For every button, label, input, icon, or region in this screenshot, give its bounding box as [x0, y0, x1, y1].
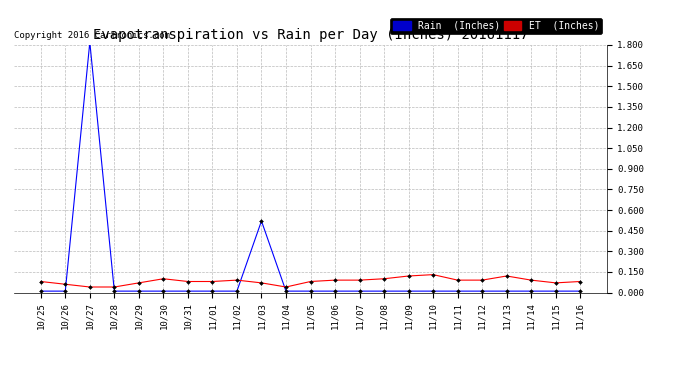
Legend: Rain  (Inches), ET  (Inches): Rain (Inches), ET (Inches) — [391, 18, 602, 33]
Title: Evapotranspiration vs Rain per Day (Inches) 20161117: Evapotranspiration vs Rain per Day (Inch… — [92, 28, 529, 42]
Text: Copyright 2016 Cartronics.com: Copyright 2016 Cartronics.com — [14, 31, 170, 40]
